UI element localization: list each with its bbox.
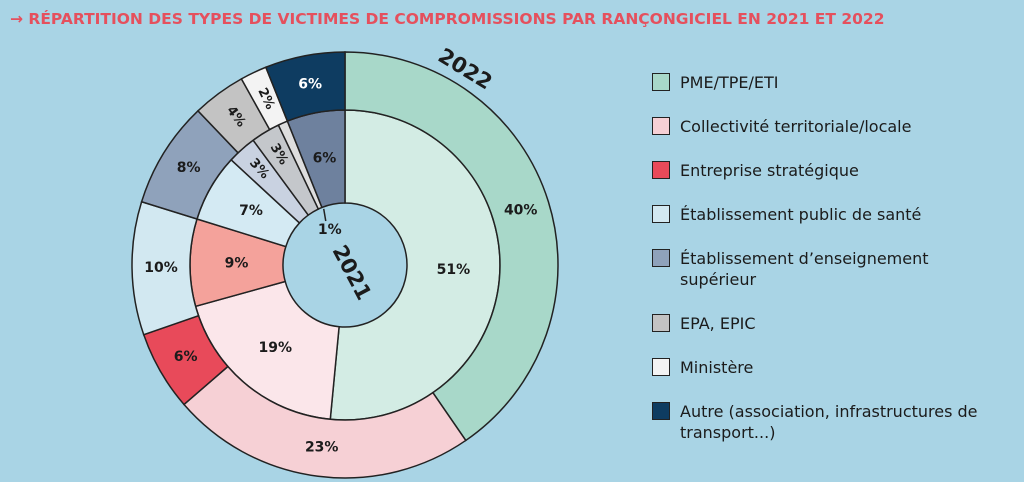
value-label: 9% <box>225 255 249 271</box>
chart-title: → RÉPARTITION DES TYPES DE VICTIMES DE C… <box>10 10 885 28</box>
legend-item: Ministère <box>652 357 982 378</box>
legend-label: Autre (association, infrastructures de t… <box>680 402 978 442</box>
label-arrow <box>322 208 327 222</box>
donut-segment <box>264 51 346 123</box>
legend-swatch <box>652 249 670 267</box>
chart: 51%19%9%7%3%3%1%6%202140%23%6%10%8%4%2%6… <box>131 43 559 479</box>
legend-swatch <box>652 161 670 179</box>
legend-item: Collectivité territoriale/locale <box>652 116 982 137</box>
legend-label: Ministère <box>680 358 754 377</box>
legend-item: Autre (association, infrastructures de t… <box>652 401 982 443</box>
legend-label: Établissement d’enseignement supérieur <box>680 249 929 289</box>
legend-item: Entreprise stratégique <box>652 160 982 181</box>
legend-label: Entreprise stratégique <box>680 161 859 180</box>
legend-item: Établissement public de santé <box>652 204 982 225</box>
value-label: 23% <box>305 440 339 456</box>
legend-label: Établissement public de santé <box>680 205 922 224</box>
legend: PME/TPE/ETI Collectivité territoriale/loc… <box>652 72 982 466</box>
legend-swatch <box>652 117 670 135</box>
ring-label: 2021 <box>328 241 377 304</box>
legend-swatch <box>652 73 670 91</box>
value-label: 1% <box>318 222 342 238</box>
value-label: 7% <box>239 203 263 219</box>
legend-item: EPA, EPIC <box>652 313 982 334</box>
value-label: 6% <box>298 76 322 92</box>
legend-swatch <box>652 402 670 420</box>
legend-swatch <box>652 205 670 223</box>
value-label: 40% <box>504 202 538 218</box>
legend-label: Collectivité territoriale/locale <box>680 117 912 136</box>
value-label: 8% <box>177 160 201 176</box>
legend-label: PME/TPE/ETI <box>680 73 779 92</box>
value-label: 6% <box>313 150 337 166</box>
value-label: 19% <box>258 340 292 356</box>
value-label: 51% <box>437 262 471 278</box>
legend-swatch <box>652 358 670 376</box>
legend-swatch <box>652 314 670 332</box>
value-label: 6% <box>174 349 198 365</box>
value-label: 10% <box>144 260 178 276</box>
donut-segment <box>344 51 559 442</box>
legend-label: EPA, EPIC <box>680 314 756 333</box>
legend-item: PME/TPE/ETI <box>652 72 982 93</box>
legend-item: Établissement d’enseignement supérieur <box>652 248 982 290</box>
